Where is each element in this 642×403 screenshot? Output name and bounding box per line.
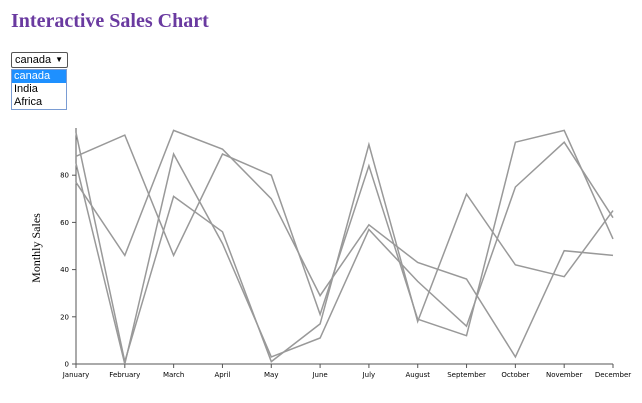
- x-tick-label: July: [362, 371, 376, 379]
- y-tick-label: 0: [65, 361, 69, 369]
- series-line: [75, 141, 614, 365]
- x-tick-label: December: [595, 371, 631, 379]
- x-tick-label: April: [214, 371, 230, 379]
- chevron-down-icon: ▼: [55, 55, 63, 64]
- page-title: Interactive Sales Chart: [11, 10, 209, 32]
- country-select[interactable]: canada ▼ canada India Africa: [11, 52, 68, 110]
- y-tick-label: 20: [60, 313, 69, 321]
- x-tick-label: March: [163, 371, 184, 379]
- option-india[interactable]: India: [14, 83, 38, 95]
- y-tick-label: 40: [60, 266, 69, 274]
- x-tick-label: February: [109, 371, 140, 379]
- series-line: [75, 129, 614, 359]
- series-line: [75, 132, 614, 363]
- y-tick-label: 60: [60, 219, 69, 227]
- x-tick-label: August: [405, 371, 430, 379]
- country-select-box[interactable]: canada ▼: [11, 52, 68, 68]
- x-tick-label: September: [447, 371, 486, 379]
- country-dropdown-list: canada India Africa: [11, 69, 67, 110]
- option-canada[interactable]: canada: [12, 70, 66, 83]
- y-tick-label: 80: [60, 172, 69, 180]
- x-tick-label: June: [311, 371, 327, 379]
- x-tick-label: November: [546, 371, 583, 379]
- series-line: [75, 129, 614, 337]
- x-tick-label: May: [264, 371, 278, 379]
- option-africa[interactable]: Africa: [14, 96, 43, 108]
- country-select-value: canada: [15, 54, 52, 66]
- x-tick-label: January: [62, 371, 90, 379]
- x-tick-label: October: [501, 371, 529, 379]
- y-axis-label: Monthly Sales: [29, 213, 43, 283]
